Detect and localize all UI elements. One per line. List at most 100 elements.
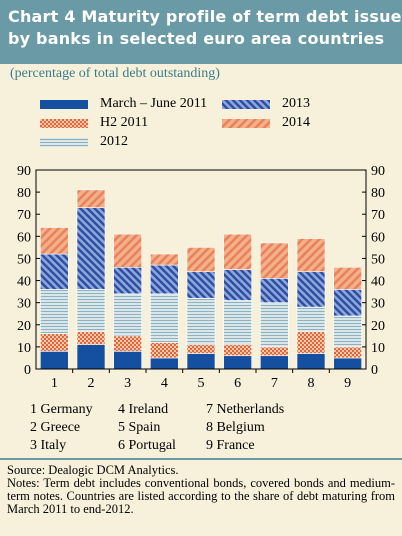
bar-2013-country-4: [150, 264, 179, 295]
legend-item-2013: 2013: [222, 96, 310, 112]
country-label-5: 5 Spain: [118, 420, 161, 435]
notes-divider: [0, 458, 402, 460]
y-tick-label-right-40: 40: [371, 275, 385, 290]
bar-2013-country-7: [260, 278, 289, 303]
y-tick-label-left-90: 90: [17, 164, 31, 179]
bar-2013-country-1: [40, 253, 69, 290]
x-tick-label-7: 7: [271, 376, 278, 391]
bar-2014-country-7: [260, 242, 289, 279]
country-label-3: 3 Italy: [30, 438, 67, 453]
legend-swatch-2014: [222, 119, 270, 128]
bar-2014-country-2: [76, 189, 106, 208]
x-tick-label-9: 9: [344, 376, 351, 391]
bar-2013-country-3: [113, 266, 142, 295]
legend-label-2012: 2012: [100, 134, 128, 149]
country-key: 1 Germany 2 Greece 3 Italy 4 Ireland 5 S…: [0, 400, 402, 456]
bar-h2-2011-country-9: [333, 346, 362, 359]
country-label-8: 8 Belgium: [206, 420, 265, 435]
y-tick-label-left-10: 10: [17, 341, 31, 356]
bar-h2-2011-country-8: [296, 331, 326, 354]
y-tick-label-left-70: 70: [17, 208, 31, 223]
bar-march-june-2011-country-5: [186, 353, 216, 370]
legend-item-2012: 2012: [40, 134, 128, 150]
chart-legend: March – June 2011 H2 2011 2012 2013 2014: [0, 96, 402, 156]
x-tick-label-2: 2: [88, 376, 95, 391]
bar-2012-country-9: [333, 315, 362, 348]
y-tick-label-left-40: 40: [17, 275, 31, 290]
legend-swatch-march-june-2011: [40, 100, 88, 109]
y-tick-label-left-50: 50: [17, 252, 31, 267]
bar-2013-country-8: [296, 271, 326, 308]
bar-2014-country-4: [150, 253, 179, 266]
y-tick-label-right-0: 0: [371, 363, 378, 378]
country-label-4: 4 Ireland: [118, 402, 169, 417]
country-label-6: 6 Portugal: [118, 438, 176, 453]
bar-march-june-2011-country-4: [150, 357, 179, 370]
bar-h2-2011-country-4: [150, 342, 179, 359]
bar-march-june-2011-country-6: [223, 355, 252, 370]
bar-2014-country-9: [333, 266, 362, 290]
bar-2014-country-5: [186, 247, 216, 273]
bar-2013-country-9: [333, 289, 362, 317]
bar-march-june-2011-country-1: [40, 351, 69, 370]
bar-2014-country-3: [113, 233, 142, 268]
chart-subtitle: (percentage of total debt outstanding): [10, 66, 220, 81]
x-tick-label-5: 5: [198, 376, 205, 391]
bar-2012-country-7: [260, 302, 289, 348]
chart-title-line-1: Chart 4 Maturity profile of term debt is…: [8, 7, 402, 26]
legend-swatch-2013: [222, 100, 270, 109]
y-tick-label-right-50: 50: [371, 252, 385, 267]
y-tick-label-left-30: 30: [17, 297, 31, 312]
bar-h2-2011-country-6: [223, 344, 252, 357]
x-tick-label-1: 1: [51, 376, 58, 391]
bar-2012-country-1: [40, 289, 69, 334]
country-label-9: 9 France: [206, 438, 255, 453]
bar-2012-country-5: [186, 297, 216, 345]
bar-h2-2011-country-2: [76, 331, 106, 345]
bar-2014-country-6: [223, 233, 252, 270]
bar-2012-country-4: [150, 293, 179, 343]
bar-h2-2011-country-5: [186, 344, 216, 354]
chart-header: Chart 4 Maturity profile of term debt is…: [0, 0, 402, 64]
bar-march-june-2011-country-7: [260, 355, 289, 370]
country-label-2: 2 Greece: [30, 420, 81, 435]
legend-label-h2-2011: H2 2011: [100, 115, 149, 130]
bar-march-june-2011-country-9: [333, 357, 362, 370]
bar-h2-2011-country-1: [40, 333, 69, 352]
notes-block: Source: Dealogic DCM Analytics. Notes: T…: [7, 464, 395, 516]
legend-item-2014: 2014: [222, 115, 310, 131]
legend-label-2013: 2013: [282, 96, 310, 111]
bar-2012-country-6: [223, 300, 252, 345]
bar-2014-country-8: [296, 238, 326, 273]
plot-frame: [35, 169, 367, 370]
y-tick-label-left-80: 80: [17, 186, 31, 201]
bar-h2-2011-country-7: [260, 346, 289, 357]
legend-item-march-june-2011: March – June 2011: [40, 96, 207, 112]
y-tick-label-right-80: 80: [371, 186, 385, 201]
x-tick-label-8: 8: [308, 376, 315, 391]
bar-2013-country-2: [76, 207, 106, 290]
bar-march-june-2011-country-3: [113, 351, 142, 370]
bar-march-june-2011-country-2: [76, 344, 106, 370]
bar-2012-country-2: [76, 289, 106, 332]
x-tick-label-6: 6: [234, 376, 241, 391]
y-tick-label-left-20: 20: [17, 319, 31, 334]
y-tick-label-right-30: 30: [371, 297, 385, 312]
source-note: Source: Dealogic DCM Analytics.: [7, 463, 179, 477]
notes-text: Notes: Term debt includes conventional b…: [7, 476, 395, 516]
legend-swatch-h2-2011: [40, 119, 88, 128]
x-tick-label-3: 3: [124, 376, 131, 391]
legend-label-march-june-2011: March – June 2011: [100, 96, 208, 111]
y-tick-label-left-0: 0: [24, 363, 31, 378]
y-tick-label-left-60: 60: [17, 230, 31, 245]
bar-h2-2011-country-3: [113, 335, 142, 352]
y-tick-label-right-60: 60: [371, 230, 385, 245]
country-label-7: 7 Netherlands: [206, 402, 285, 417]
legend-label-2014: 2014: [282, 115, 310, 130]
y-tick-label-right-90: 90: [371, 164, 385, 179]
country-label-1: 1 Germany: [30, 402, 93, 417]
x-tick-label-4: 4: [161, 376, 168, 391]
bar-march-june-2011-country-8: [296, 353, 326, 370]
